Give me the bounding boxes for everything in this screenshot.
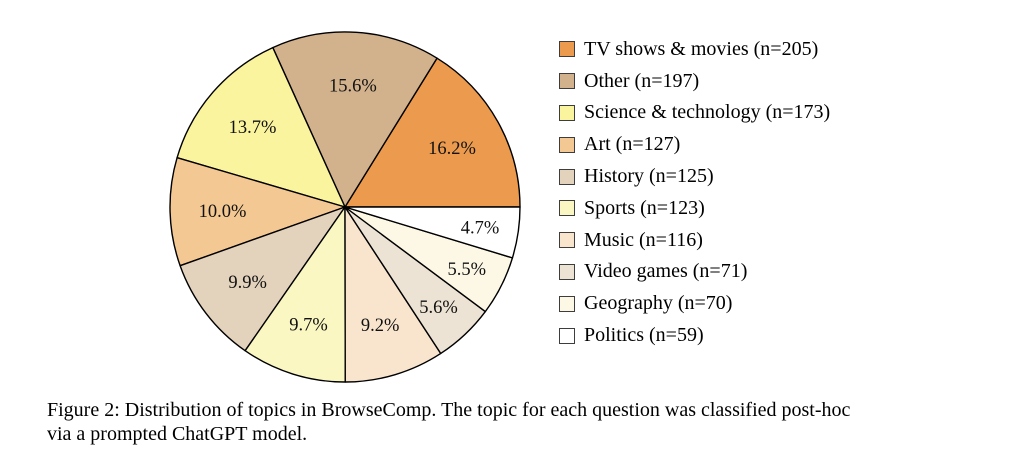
legend: TV shows & movies (n=205) Other (n=197) Sc… <box>559 34 830 352</box>
pie-slice-music <box>344 206 442 383</box>
legend-item-label: Sports (n=123) <box>584 196 705 219</box>
pie-percent-label: 9.2% <box>361 316 400 336</box>
pie-percent-label: 4.7% <box>461 219 500 239</box>
legend-item: Politics (n=59) <box>559 320 830 352</box>
legend-swatch <box>559 73 575 90</box>
legend-swatch <box>559 168 575 185</box>
legend-swatch <box>559 295 575 312</box>
legend-item-label: Politics (n=59) <box>584 324 704 347</box>
legend-item-label: TV shows & movies (n=205) <box>584 37 819 60</box>
legend-item: Sports (n=123) <box>559 192 830 224</box>
figure-caption-line1: Figure 2: Distribution of topics in Brow… <box>47 399 851 421</box>
legend-item: Music (n=116) <box>559 224 830 256</box>
legend-swatch <box>559 263 575 280</box>
pie-percent-label: 9.9% <box>228 273 267 293</box>
legend-swatch <box>559 327 575 344</box>
legend-item: Video games (n=71) <box>559 256 830 288</box>
legend-item-label: History (n=125) <box>584 165 714 188</box>
legend-swatch <box>559 41 575 58</box>
legend-swatch <box>559 232 575 249</box>
pie-slice-tv-shows-movies <box>344 57 521 208</box>
figure-caption: Figure 2: Distribution of topics in Brow… <box>47 399 977 446</box>
legend-item: Other (n=197) <box>559 65 830 97</box>
pie-percent-label: 16.2% <box>428 139 476 159</box>
pie-percent-label: 15.6% <box>329 76 377 96</box>
legend-swatch <box>559 136 575 153</box>
pie-slice-other <box>272 31 438 208</box>
legend-item-label: Science & technology (n=173) <box>584 101 831 124</box>
legend-item-label: Geography (n=70) <box>584 292 733 315</box>
legend-item: TV shows & movies (n=205) <box>559 34 830 66</box>
legend-item: Art (n=127) <box>559 129 830 161</box>
pie-percent-label: 10.0% <box>199 202 247 222</box>
legend-item-label: Music (n=116) <box>584 228 703 251</box>
pie-slice-science-technology <box>176 46 346 208</box>
legend-item-label: Video games (n=71) <box>584 260 748 283</box>
pie-percent-label: 5.6% <box>419 298 458 318</box>
figure-caption-line2: via a prompted ChatGPT model. <box>47 422 308 445</box>
legend-item: Science & technology (n=173) <box>559 97 830 129</box>
legend-item: History (n=125) <box>559 161 830 193</box>
legend-swatch <box>559 200 575 217</box>
legend-swatch <box>559 104 575 121</box>
pie-slice-politics <box>344 206 521 259</box>
legend-item: Geography (n=70) <box>559 288 830 320</box>
legend-item-label: Other (n=197) <box>584 69 700 92</box>
pie-percent-label: 9.7% <box>289 315 328 335</box>
pie-slice-history <box>179 206 346 352</box>
pie-percent-label: 13.7% <box>229 118 277 138</box>
pie-percent-label: 5.5% <box>448 260 487 280</box>
pie-slice-art <box>169 157 346 267</box>
legend-item-label: Art (n=127) <box>584 133 681 156</box>
pie-slice-sports <box>244 206 346 383</box>
